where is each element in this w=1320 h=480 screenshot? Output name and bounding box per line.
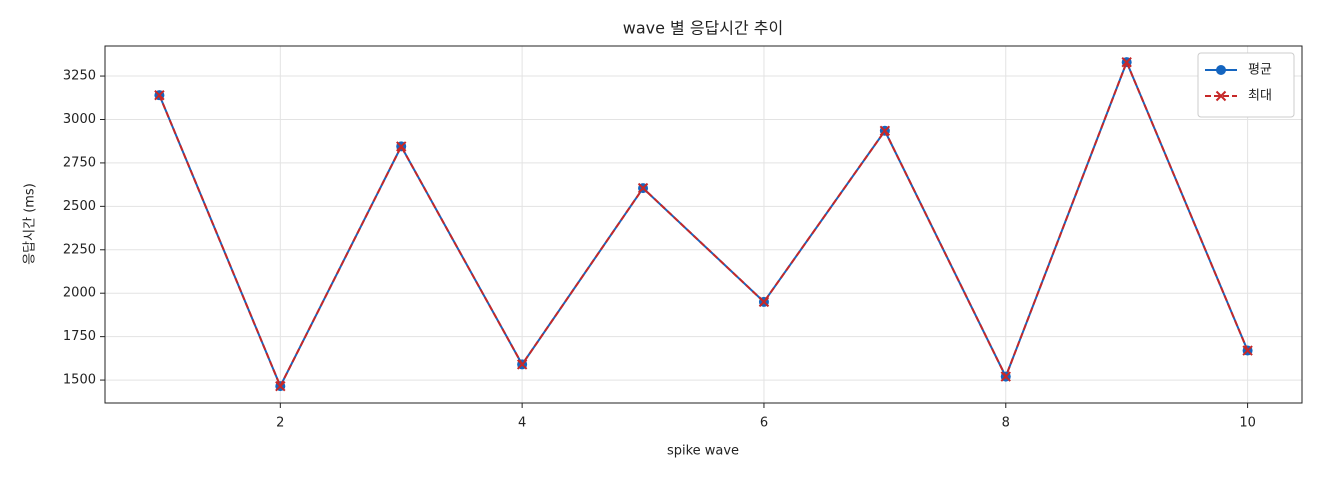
marker [637,182,649,194]
y-tick-label: 2750 [63,155,96,170]
marker [516,359,528,370]
chart-title: wave 별 응답시간 추이 [623,19,784,38]
y-tick-label: 2500 [63,199,96,214]
x-tick-label: 8 [1002,416,1010,431]
x-tick-label: 6 [760,416,768,431]
legend-marker [1215,90,1227,102]
legend-marker [1216,65,1226,75]
x-axis-label: spike wave [667,444,739,459]
x-tick-label: 10 [1239,416,1256,431]
y-tick-label: 2000 [63,286,96,301]
marker [879,125,891,136]
legend-box [1197,52,1295,118]
y-axis-label: 응답시간 (ms) [23,183,38,265]
marker [1242,345,1253,356]
series-line [158,59,1249,389]
series-line [158,59,1249,389]
plot-frame [104,45,1303,404]
marker [758,296,770,308]
legend-label: 평균 [1248,63,1272,78]
marker [154,89,165,101]
y-tick-label: 3000 [63,112,96,127]
y-tick-label: 2250 [63,242,96,257]
y-tick-label: 1500 [63,373,96,388]
y-tick-label: 1750 [63,329,96,344]
x-tick-label: 2 [276,416,284,431]
marker [1121,56,1132,68]
legend-label: 최대 [1248,89,1272,104]
y-tick-label: 3250 [63,69,96,84]
marker [275,380,286,392]
x-tick-label: 4 [518,416,526,431]
marker [396,141,407,152]
marker [1000,371,1011,382]
